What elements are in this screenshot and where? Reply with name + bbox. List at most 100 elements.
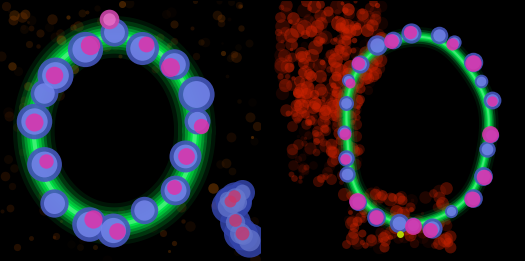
- Point: [41, 99, 50, 103]
- Point: [349, 208, 357, 212]
- Point: [317, 176, 326, 180]
- Point: [30, 119, 38, 123]
- Point: [363, 88, 372, 92]
- Point: [298, 155, 306, 159]
- Point: [288, 147, 297, 151]
- Point: [85, 222, 93, 226]
- Point: [368, 62, 376, 66]
- Point: [343, 128, 351, 133]
- Point: [430, 244, 438, 248]
- Point: [327, 151, 335, 155]
- Point: [366, 36, 374, 40]
- Point: [346, 80, 354, 85]
- Point: [277, 61, 285, 66]
- Point: [352, 99, 361, 103]
- Point: [371, 17, 379, 21]
- Point: [230, 194, 238, 198]
- Point: [226, 135, 235, 139]
- Point: [170, 188, 178, 192]
- Point: [449, 40, 458, 44]
- Point: [338, 50, 346, 54]
- Point: [45, 25, 53, 29]
- Point: [487, 133, 495, 137]
- Point: [81, 47, 90, 51]
- Point: [170, 81, 178, 85]
- Point: [350, 12, 358, 16]
- Point: [302, 96, 310, 100]
- Point: [30, 119, 38, 123]
- Point: [287, 173, 296, 177]
- Point: [293, 91, 301, 96]
- Point: [238, 233, 247, 237]
- Point: [347, 166, 355, 170]
- Point: [299, 61, 308, 65]
- Point: [331, 100, 340, 105]
- Point: [374, 66, 383, 70]
- Point: [118, 227, 126, 232]
- Point: [356, 62, 364, 66]
- Point: [348, 120, 356, 124]
- Point: [409, 223, 417, 227]
- Point: [229, 200, 237, 204]
- Point: [24, 20, 32, 25]
- Point: [285, 65, 293, 69]
- Point: [344, 78, 352, 82]
- Point: [331, 153, 339, 157]
- Point: [318, 90, 327, 94]
- Point: [356, 62, 364, 66]
- Point: [321, 35, 330, 39]
- Point: [76, 245, 85, 249]
- Point: [359, 217, 367, 221]
- Point: [379, 235, 387, 239]
- Point: [334, 20, 343, 25]
- Point: [230, 195, 239, 199]
- Point: [302, 80, 311, 84]
- Point: [313, 91, 321, 96]
- Point: [237, 26, 245, 30]
- Point: [156, 35, 164, 39]
- Point: [306, 96, 314, 100]
- Point: [329, 152, 338, 156]
- Point: [244, 238, 253, 242]
- Point: [391, 216, 399, 220]
- Point: [1, 174, 9, 178]
- Point: [314, 63, 323, 67]
- Point: [376, 58, 385, 63]
- Point: [337, 180, 345, 185]
- Point: [104, 212, 113, 217]
- Point: [318, 110, 326, 114]
- Point: [377, 41, 386, 45]
- Point: [349, 71, 358, 75]
- Point: [297, 51, 306, 55]
- Point: [345, 112, 354, 116]
- Point: [316, 24, 324, 28]
- Point: [181, 153, 189, 158]
- Point: [405, 205, 414, 209]
- Point: [355, 15, 363, 20]
- Point: [342, 101, 350, 105]
- Point: [377, 21, 385, 25]
- Point: [86, 43, 94, 48]
- Point: [368, 23, 376, 27]
- Point: [482, 147, 491, 151]
- Point: [315, 103, 323, 107]
- Point: [14, 69, 22, 73]
- Point: [349, 100, 358, 105]
- Point: [338, 2, 347, 6]
- Point: [395, 212, 403, 216]
- Point: [300, 55, 309, 60]
- Point: [323, 14, 332, 18]
- Point: [27, 18, 36, 22]
- Point: [332, 79, 340, 83]
- Point: [356, 9, 365, 13]
- Point: [17, 15, 26, 19]
- Point: [116, 54, 124, 58]
- Point: [0, 54, 6, 58]
- Point: [386, 39, 395, 43]
- Point: [410, 224, 418, 229]
- Point: [331, 37, 339, 41]
- Point: [346, 115, 354, 119]
- Point: [403, 217, 412, 221]
- Point: [353, 219, 361, 223]
- Point: [405, 217, 413, 222]
